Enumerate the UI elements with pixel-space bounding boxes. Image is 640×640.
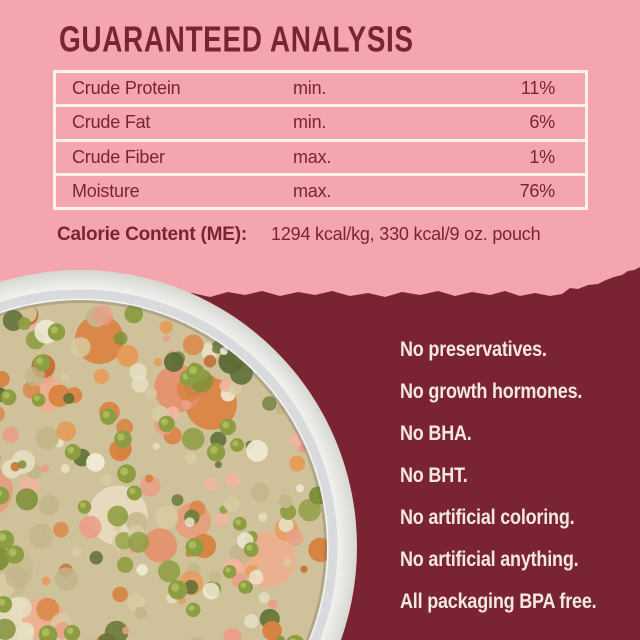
- nutrient-name: Moisture: [72, 180, 140, 201]
- nutrient-value: 11%: [520, 78, 555, 99]
- claim-item: All packaging BPA free.: [400, 588, 597, 613]
- table-row: Moisture max. 76%: [56, 172, 585, 207]
- page-title: GUARANTEED ANALYSIS: [59, 19, 414, 60]
- guaranteed-analysis-table: Crude Protein min. 11% Crude Fat min. 6%…: [53, 70, 588, 210]
- nutrient-value: 76%: [519, 180, 556, 201]
- nutrient-qualifier: min.: [293, 112, 327, 133]
- calorie-content-label: Calorie Content (ME):: [57, 224, 248, 245]
- nutrient-name: Crude Fat: [72, 112, 151, 133]
- claim-item: No growth hormones.: [400, 378, 583, 403]
- pet-food-bowl-photo: [0, 270, 357, 640]
- table-row: Crude Protein min. 11%: [56, 73, 585, 104]
- nutrient-name: Crude Fiber: [72, 146, 165, 167]
- calorie-content-value: 1294 kcal/kg, 330 kcal/9 oz. pouch: [271, 224, 541, 244]
- claim-item: No BHT.: [400, 462, 468, 487]
- nutrient-qualifier: max.: [293, 146, 332, 167]
- claim-item: No BHA.: [400, 420, 472, 445]
- nutrient-name: Crude Protein: [72, 78, 181, 99]
- claim-item: No artificial anything.: [400, 546, 579, 571]
- nutrient-qualifier: min.: [293, 78, 327, 99]
- claim-item: No preservatives.: [400, 336, 547, 361]
- nutrient-qualifier: max.: [293, 180, 332, 201]
- nutrient-value: 6%: [529, 112, 555, 133]
- claim-item: No artificial coloring.: [400, 504, 575, 529]
- product-claims-list: No preservatives. No growth hormones. No…: [400, 338, 635, 612]
- table-row: Crude Fiber max. 1%: [56, 138, 585, 173]
- nutrient-value: 1%: [529, 146, 555, 167]
- calorie-content-row: Calorie Content (ME): 1294 kcal/kg, 330 …: [57, 224, 602, 246]
- table-row: Crude Fat min. 6%: [56, 104, 585, 138]
